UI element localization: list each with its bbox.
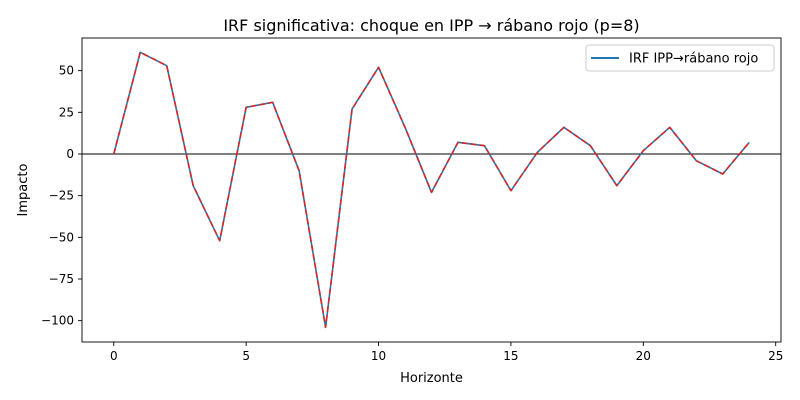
y-tick-label: −75 <box>49 272 74 286</box>
chart-title: IRF significativa: choque en IPP → rában… <box>223 16 639 35</box>
x-tick-label: 15 <box>503 349 518 363</box>
plot-frame <box>81 37 782 343</box>
series-line-1 <box>112 51 750 329</box>
x-tick-label: 20 <box>636 349 651 363</box>
y-tick-label: 50 <box>59 64 74 78</box>
x-tick-label: 0 <box>110 349 118 363</box>
y-tick-label: −100 <box>41 314 74 328</box>
y-tick-label: 25 <box>59 105 74 119</box>
x-axis-label: Horizonte <box>400 371 463 386</box>
y-tick-label: 0 <box>66 147 74 161</box>
legend-box <box>585 44 775 72</box>
legend: IRF IPP→rábano rojo <box>585 44 775 72</box>
y-axis-label: Impacto <box>16 164 31 217</box>
x-tick-label: 10 <box>371 349 386 363</box>
y-tick-label: −50 <box>49 230 74 244</box>
series-line-0 <box>112 51 750 329</box>
legend-label: IRF IPP→rábano rojo <box>629 52 758 67</box>
plot-area <box>82 51 781 329</box>
x-tick-label: 5 <box>242 349 250 363</box>
x-tick-label: 25 <box>768 349 783 363</box>
y-tick-label: −25 <box>49 189 74 203</box>
